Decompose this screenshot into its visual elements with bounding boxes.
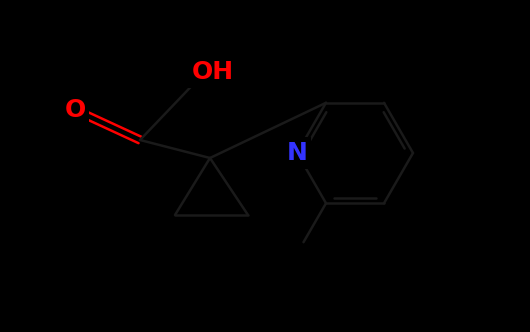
Text: OH: OH [192,60,234,84]
Text: O: O [64,98,86,122]
Text: N: N [287,141,307,165]
